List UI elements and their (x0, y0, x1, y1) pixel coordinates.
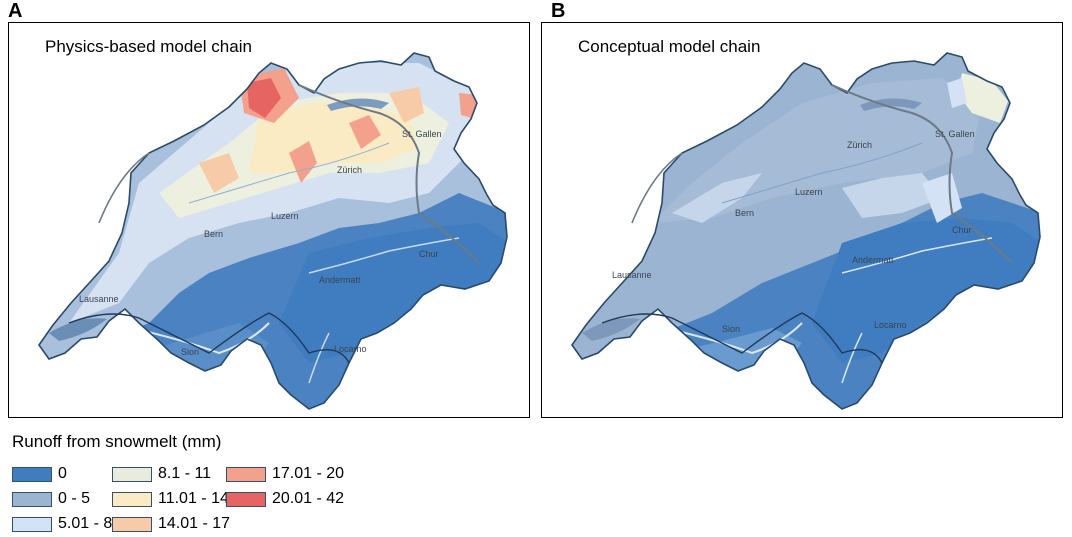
legend-label: 11.01 - 14 (158, 490, 229, 507)
legend-swatch (12, 516, 52, 532)
city-label-chur: Chur (952, 225, 972, 235)
legend-label: 5.01 - 8 (58, 515, 113, 532)
city-label-chur: Chur (419, 249, 439, 259)
city-label-locarno: Locarno (334, 344, 367, 354)
city-label-andermatt: Andermatt (852, 255, 894, 265)
legend-label: 20.01 - 42 (272, 490, 345, 507)
panel-title-conceptual: Conceptual model chain (578, 37, 761, 56)
legend-swatch (12, 491, 52, 507)
panel-letter-a: A (8, 0, 23, 22)
city-label-lausanne: Lausanne (79, 294, 119, 304)
legend-item: 17.01 - 20 (226, 465, 344, 483)
city-label-bern: Bern (735, 208, 754, 218)
legend-swatch (112, 516, 152, 532)
legend-title: Runoff from snowmelt (mm) (12, 432, 222, 451)
map-panel-conceptual: St. Gallen Zürich Luzern Bern Chur Ander… (541, 22, 1063, 418)
city-label-st-gallen: St. Gallen (935, 129, 975, 139)
legend-label: 14.01 - 17 (158, 515, 231, 532)
map-panel-physics: St. Gallen Zürich Luzern Bern Chur Ander… (8, 22, 530, 418)
map-physics-switzerland: St. Gallen Zürich Luzern Bern Chur Ander… (38, 52, 508, 410)
legend-label: 0 - 5 (58, 490, 91, 507)
legend-label: 17.01 - 20 (272, 465, 345, 482)
city-label-st-gallen: St. Gallen (402, 129, 442, 139)
legend-item: 8.1 - 11 (112, 465, 211, 483)
legend-item: 5.01 - 8 (12, 515, 112, 533)
city-label-luzern: Luzern (795, 187, 823, 197)
legend-label: 8.1 - 11 (158, 465, 212, 482)
legend-swatch (112, 491, 152, 507)
legend-item: 0 - 5 (12, 490, 90, 508)
city-label-lausanne: Lausanne (612, 270, 652, 280)
city-label-sion: Sion (181, 347, 199, 357)
legend-swatch (226, 466, 266, 482)
city-label-bern: Bern (204, 229, 223, 239)
city-label-luzern: Luzern (271, 211, 299, 221)
legend-item: 0 (12, 465, 67, 483)
legend-swatch (112, 466, 152, 482)
panel-title-physics: Physics-based model chain (45, 37, 252, 56)
legend-swatch (226, 491, 266, 507)
legend-item: 14.01 - 17 (112, 515, 230, 533)
legend-item: 20.01 - 42 (226, 490, 344, 508)
city-label-zurich: Zürich (847, 140, 872, 150)
legend-item: 11.01 - 14 (112, 490, 229, 508)
legend-label: 0 (58, 465, 67, 482)
panel-letter-b: B (551, 0, 566, 22)
map-conceptual-switzerland: St. Gallen Zürich Luzern Bern Chur Ander… (571, 52, 1041, 410)
city-label-sion: Sion (722, 324, 740, 334)
city-label-zurich: Zürich (337, 165, 362, 175)
city-label-andermatt: Andermatt (319, 275, 361, 285)
legend-swatch (12, 466, 52, 482)
city-label-locarno: Locarno (874, 320, 907, 330)
